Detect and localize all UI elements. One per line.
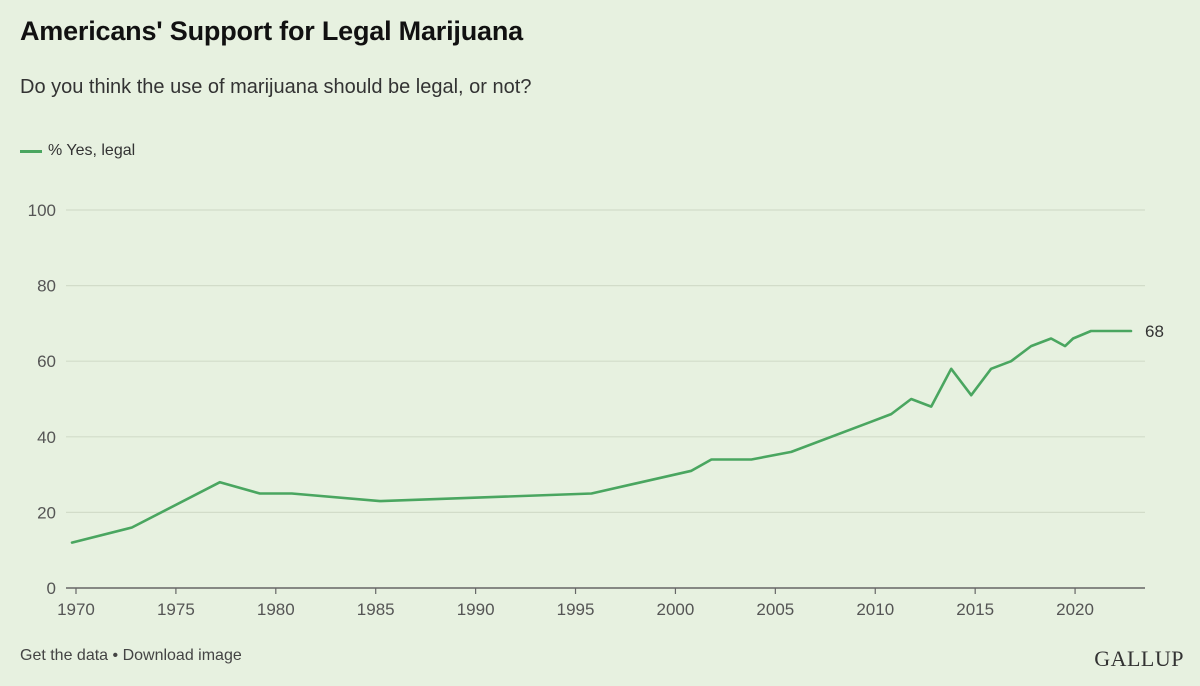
data-point-0-21 bbox=[1062, 343, 1068, 349]
data-point-0-1 bbox=[129, 525, 135, 531]
x-tick-label-2000: 2000 bbox=[657, 600, 695, 619]
data-point-0-17 bbox=[988, 366, 994, 372]
data-point-0-14 bbox=[928, 404, 934, 410]
x-tick-label-1980: 1980 bbox=[257, 600, 295, 619]
y-tick-label-40: 40 bbox=[37, 428, 56, 447]
download-image-link[interactable]: Download image bbox=[122, 647, 242, 664]
x-tick-label-2010: 2010 bbox=[856, 600, 894, 619]
x-tick-label-1975: 1975 bbox=[157, 600, 195, 619]
x-tick-label-1985: 1985 bbox=[357, 600, 395, 619]
y-tick-label-20: 20 bbox=[37, 503, 56, 522]
get-data-link[interactable]: Get the data bbox=[20, 647, 109, 664]
data-point-0-13 bbox=[908, 396, 914, 402]
legend-swatch bbox=[20, 149, 42, 153]
data-point-0-16 bbox=[968, 392, 974, 398]
data-point-0-19 bbox=[1028, 343, 1034, 349]
data-point-0-9 bbox=[748, 457, 754, 463]
x-tick-label-1995: 1995 bbox=[557, 600, 595, 619]
data-point-0-3 bbox=[257, 491, 263, 497]
data-point-0-20 bbox=[1048, 336, 1054, 342]
legend-label: % Yes, legal bbox=[48, 142, 136, 159]
series-line-0 bbox=[70, 329, 1133, 544]
chart-title: Americans' Support for Legal Marijuana bbox=[20, 16, 523, 46]
data-point-0-2 bbox=[217, 479, 223, 485]
data-point-0-24 bbox=[1108, 328, 1114, 334]
data-point-0-8 bbox=[708, 457, 714, 463]
data-point-0-4 bbox=[289, 491, 295, 497]
data-point-0-22 bbox=[1070, 336, 1076, 342]
x-tick-label-2005: 2005 bbox=[756, 600, 794, 619]
data-point-0-0 bbox=[69, 540, 75, 546]
data-point-0-23 bbox=[1088, 328, 1094, 334]
legend: % Yes, legal bbox=[20, 142, 135, 160]
y-tick-label-60: 60 bbox=[37, 352, 56, 371]
footer-links: Get the data • Download image bbox=[20, 647, 242, 665]
x-tick-label-2015: 2015 bbox=[956, 600, 994, 619]
data-point-0-18 bbox=[1008, 358, 1014, 364]
x-tick-label-1970: 1970 bbox=[57, 600, 95, 619]
data-point-0-7 bbox=[688, 468, 694, 474]
y-tick-label-100: 100 bbox=[28, 201, 56, 220]
data-point-0-5 bbox=[377, 498, 383, 504]
end-value-label: 68 bbox=[1145, 322, 1164, 341]
x-tick-label-2020: 2020 bbox=[1056, 600, 1094, 619]
y-tick-label-0: 0 bbox=[47, 579, 56, 598]
footer-separator: • bbox=[108, 647, 123, 664]
x-tick-label-1990: 1990 bbox=[457, 600, 495, 619]
data-point-0-6 bbox=[589, 491, 595, 497]
data-point-0-12 bbox=[888, 411, 894, 417]
gallup-logo: GALLUP bbox=[1094, 646, 1184, 671]
data-point-0-15 bbox=[948, 366, 954, 372]
data-point-0-25 bbox=[1128, 328, 1134, 334]
y-tick-label-80: 80 bbox=[37, 277, 56, 296]
data-point-0-10 bbox=[788, 449, 794, 455]
data-point-0-11 bbox=[868, 419, 874, 425]
chart-subtitle: Do you think the use of marijuana should… bbox=[20, 76, 532, 98]
